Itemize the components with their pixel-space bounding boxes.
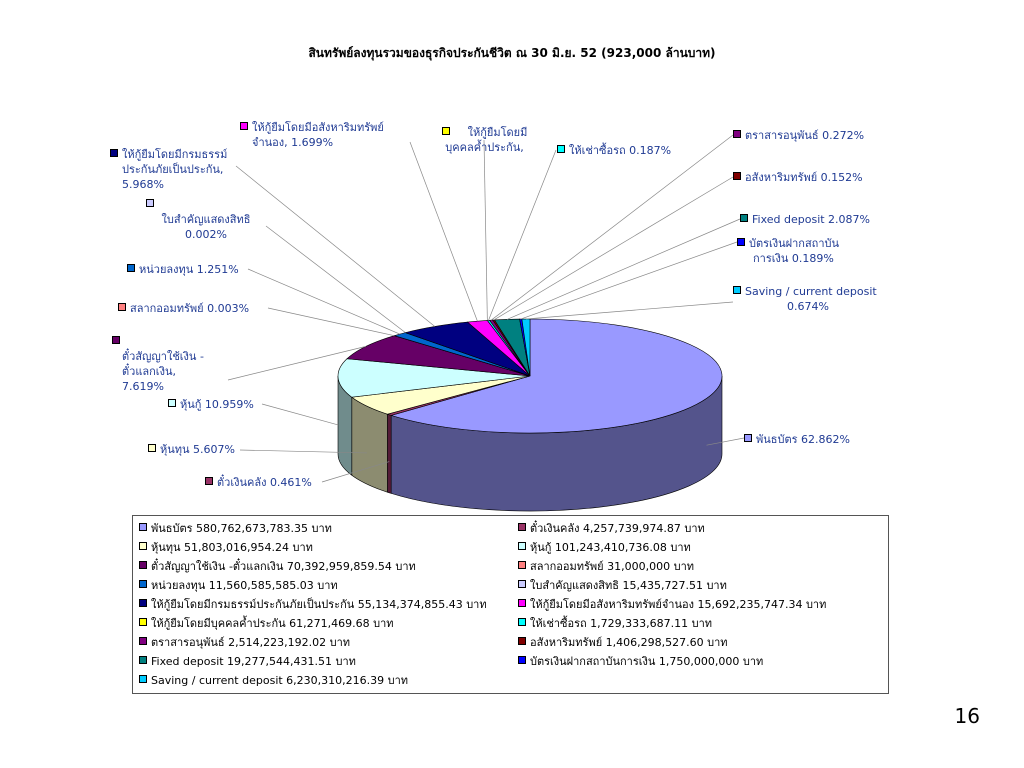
swatch-icon <box>740 214 748 222</box>
legend-item: หุ้นทุน 51,803,016,954.24 บาท <box>139 541 313 555</box>
legend-swatch-icon <box>139 561 147 569</box>
pie-slice-bonds <box>390 318 723 434</box>
leader-line-fixed <box>506 218 741 320</box>
legend-swatch-icon <box>139 618 147 626</box>
legend-swatch-icon <box>139 675 147 683</box>
swatch-icon <box>112 336 120 344</box>
swatch-icon <box>168 399 176 407</box>
legend-item: ตราสารอนุพันธ์ 2,514,223,192.02 บาท <box>139 636 350 650</box>
leader-line-hire_purchase <box>488 149 557 321</box>
callout-guarantor-loans: ให้กู้ยืมโดยมี บุคคลค้ำประกัน, <box>432 125 537 155</box>
chart-legend: พันธบัตร 580,762,673,783.35 บาท ตั๋วเงิน… <box>132 515 889 694</box>
leader-line-lottery <box>267 307 395 337</box>
page-number: 16 <box>954 704 980 728</box>
leader-lines <box>227 134 745 483</box>
leader-line-saving <box>525 301 734 320</box>
legend-swatch-icon <box>139 637 147 645</box>
swatch-icon <box>744 434 752 442</box>
callout-warrants: ใบสำคัญแสดงสิทธิ 0.002% <box>146 197 266 242</box>
legend-swatch-icon <box>518 637 526 645</box>
legend-swatch-icon <box>139 656 147 664</box>
legend-item: หุ้นกู้ 101,243,410,736.08 บาท <box>518 541 691 555</box>
callout-hire-purchase: ให้เช่าซื้อรถ 0.187% <box>557 143 671 158</box>
swatch-icon <box>240 122 248 130</box>
swatch-icon <box>737 238 745 246</box>
legend-swatch-icon <box>139 542 147 550</box>
swatch-icon <box>110 149 118 157</box>
leader-line-promissory <box>321 461 390 483</box>
legend-item: บัตรเงินฝากสถาบันการเงิน 1,750,000,000 บ… <box>518 655 763 669</box>
callout-debentures: หุ้นกู้ 10.959% <box>168 397 254 412</box>
legend-swatch-icon <box>139 580 147 588</box>
callout-saving: Saving / current deposit 0.674% <box>733 284 883 314</box>
chart-title: สินทรัพย์ลงทุนรวมของธุรกิจประกันชีวิต ณ … <box>308 46 716 60</box>
leader-line-notes <box>227 346 367 381</box>
callout-fi-cert: บัตรเงินฝากสถาบัน การเงิน 0.189% <box>737 236 839 266</box>
pie-tops <box>337 318 723 434</box>
leader-line-stocks <box>239 449 368 454</box>
legend-item: Fixed deposit 19,277,544,431.51 บาท <box>139 655 356 669</box>
callout-policy-loans: ให้กู้ยืมโดยมีกรมธรรม์ ประกันภัยเป็นประก… <box>110 147 227 192</box>
leader-line-policy_loans <box>235 165 436 327</box>
swatch-icon <box>733 286 741 294</box>
legend-swatch-icon <box>518 656 526 664</box>
callout-bills: ตราสารอนุพันธ์ 0.272% <box>733 128 864 143</box>
leader-line-debentures <box>261 403 339 426</box>
legend-item: ตั๋วสัญญาใช้เงิน -ตั๋วแลกเงิน 70,392,959… <box>139 560 416 574</box>
callout-realestate: อสังหาริมทรัพย์ 0.152% <box>733 170 863 185</box>
pie-side-promissory <box>387 413 392 494</box>
legend-swatch-icon <box>518 580 526 588</box>
leader-line-fi_cert <box>520 241 738 320</box>
leader-line-bills <box>490 134 734 321</box>
legend-swatch-icon <box>518 599 526 607</box>
legend-item: ใบสำคัญแสดงสิทธิ 15,435,727.51 บาท <box>518 579 727 593</box>
legend-item: สลากออมทรัพย์ 31,000,000 บาท <box>518 560 694 574</box>
pie-sides <box>337 375 723 512</box>
legend-item: ให้กู้ยืมโดยมีอสังหาริมทรัพย์จำนอง 15,69… <box>518 598 826 612</box>
swatch-icon <box>205 477 213 485</box>
swatch-icon <box>733 172 741 180</box>
legend-item: ให้กู้ยืมโดยมีกรมธรรม์ประกันภัยเป็นประกั… <box>139 598 487 612</box>
legend-item: อสังหาริมทรัพย์ 1,406,298,527.60 บาท <box>518 636 728 650</box>
legend-item: ตั๋วเงินคลัง 4,257,739,974.87 บาท <box>518 522 705 536</box>
callout-units: หน่วยลงทุน 1.251% <box>127 262 239 277</box>
callout-fixed: Fixed deposit 2.087% <box>740 212 870 227</box>
callout-lottery: สลากออมทรัพย์ 0.003% <box>118 301 249 316</box>
legend-swatch-icon <box>518 542 526 550</box>
leader-line-bonds <box>706 437 745 446</box>
legend-item: ให้กู้ยืมโดยมีบุคคลค้ำประกัน 61,271,469.… <box>139 617 394 631</box>
leader-line-realestate <box>493 176 734 321</box>
swatch-icon <box>148 444 156 452</box>
leader-line-guarantor_loans <box>483 139 488 321</box>
legend-swatch-icon <box>518 523 526 531</box>
leader-line-mortgage_loans <box>409 141 478 322</box>
swatch-icon <box>733 130 741 138</box>
legend-item: Saving / current deposit 6,230,310,216.3… <box>139 674 408 688</box>
legend-swatch-icon <box>518 561 526 569</box>
swatch-icon <box>127 264 135 272</box>
swatch-icon <box>441 127 450 135</box>
pie-slice-debentures <box>337 358 531 398</box>
swatch-icon <box>118 303 126 311</box>
legend-swatch-icon <box>139 523 147 531</box>
legend-swatch-icon <box>518 618 526 626</box>
legend-item: ให้เช่าซื้อรถ 1,729,333,687.11 บาท <box>518 617 712 631</box>
legend-item: หน่วยลงทุน 11,560,585,585.03 บาท <box>139 579 338 593</box>
callout-mortgage-loans: ให้กู้ยืมโดยมีอสังหาริมทรัพย์ จำนอง, 1.6… <box>240 120 384 150</box>
callout-notes: ตั๋วสัญญาใช้เงิน - ตั๋วแลกเงิน, 7.619% <box>112 334 204 394</box>
leader-line-units <box>247 268 400 335</box>
callout-promissory: ตั๋วเงินคลัง 0.461% <box>205 475 312 490</box>
legend-item: พันธบัตร 580,762,673,783.35 บาท <box>139 522 332 536</box>
swatch-icon <box>557 145 565 153</box>
callout-stocks: หุ้นทุน 5.607% <box>148 442 235 457</box>
legend-swatch-icon <box>139 599 147 607</box>
swatch-icon <box>146 199 154 207</box>
leader-line-warrants <box>265 225 406 333</box>
callout-bonds: พันธบัตร 62.862% <box>744 432 850 447</box>
